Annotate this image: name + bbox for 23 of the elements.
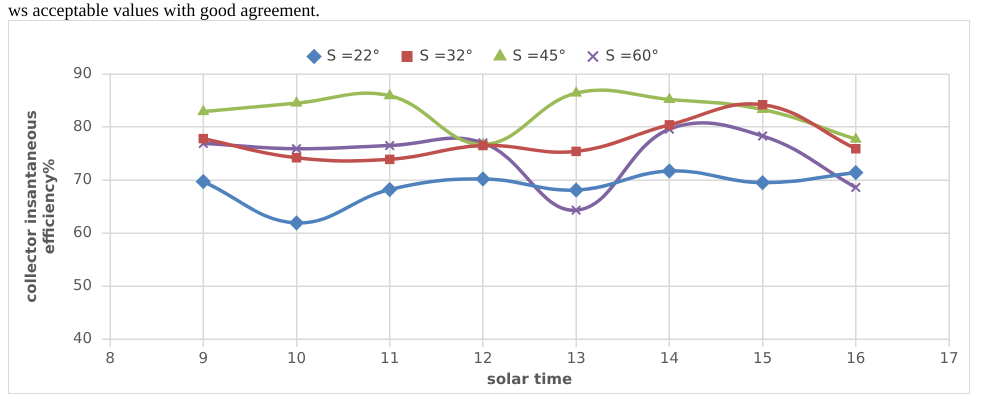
y-tick-label: 60 [72,222,92,241]
y-tick-label: 50 [72,276,92,294]
x-tick-label: 9 [198,348,208,367]
legend-label: S =22° [326,46,380,64]
y-axis-title: collector insantaneous efficiency% [22,110,58,303]
x-tick-label: 17 [939,348,959,367]
x-tick-label: 8 [105,348,115,367]
y-tick-label: 90 [72,64,92,82]
x-axis-title: solar time [486,370,572,388]
x-tick-label: 12 [473,348,492,367]
text: ws acceptable values with good agreement. [8,0,321,20]
y-tick-label: 70 [72,170,92,188]
legend-label: S =32° [420,46,474,64]
legend-label: S =60° [605,46,659,64]
y-tick-label: 80 [72,116,92,135]
legend-label: S =45° [512,46,566,64]
x-tick-label: 16 [846,348,866,367]
x-tick-label: 13 [566,348,586,367]
x-tick-label: 11 [380,348,400,367]
x-tick-label: 15 [753,348,772,367]
x-tick-label: 10 [286,348,306,367]
y-tick-label: 40 [72,328,92,347]
x-tick-label: 14 [660,348,679,367]
